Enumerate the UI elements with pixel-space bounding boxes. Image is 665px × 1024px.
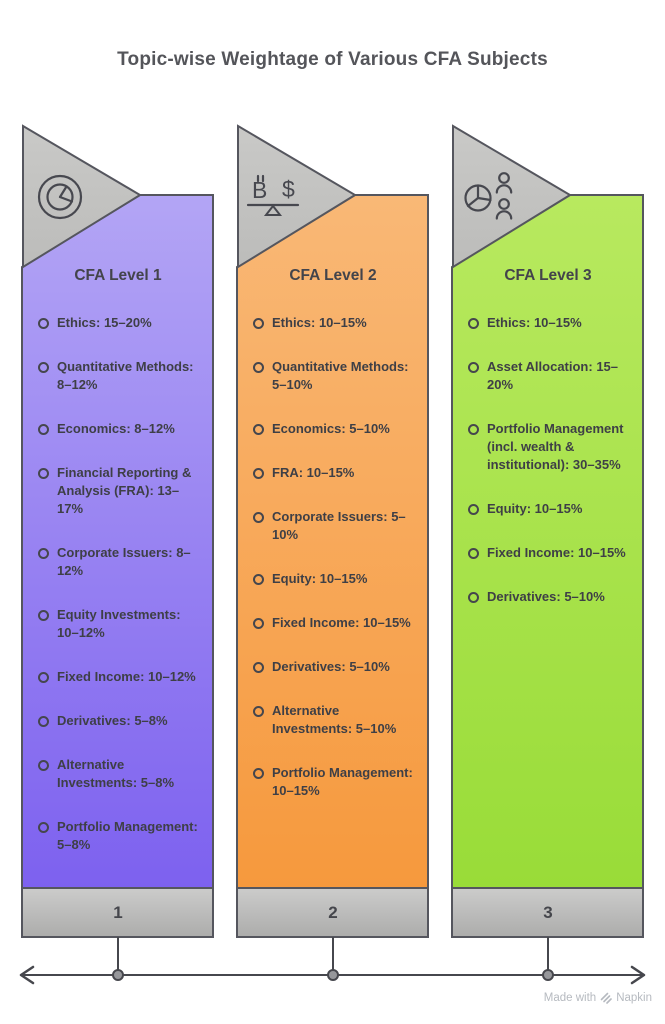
timeline-dot	[327, 969, 339, 981]
bullet-icon	[468, 592, 479, 603]
list-item: Financial Reporting & Analysis (FRA): 13…	[38, 464, 202, 518]
bullet-icon	[38, 822, 49, 833]
watermark: Made with Napkin	[544, 992, 652, 1004]
bullet-icon	[38, 760, 49, 771]
bullet-icon	[468, 504, 479, 515]
bullet-icon	[38, 672, 49, 683]
list-item: Derivatives: 5–8%	[38, 712, 202, 730]
list-item: Asset Allocation: 15–20%	[468, 358, 632, 394]
list-item: Equity: 10–15%	[253, 570, 417, 588]
bullet-icon	[38, 548, 49, 559]
bullet-icon	[468, 424, 479, 435]
list-item: Corporate Issuers: 5–10%	[253, 508, 417, 544]
bullet-icon	[38, 716, 49, 727]
watermark-brand: Napkin	[616, 992, 652, 1004]
list-item: FRA: 10–15%	[253, 464, 417, 482]
list-item: Economics: 8–12%	[38, 420, 202, 438]
column-3-shape	[451, 124, 644, 938]
column-2-shape: B $	[236, 124, 429, 938]
bullet-icon	[38, 318, 49, 329]
list-item: Ethics: 10–15%	[468, 314, 632, 332]
list-item: Quantitative Methods: 8–12%	[38, 358, 202, 394]
list-item: Derivatives: 5–10%	[253, 658, 417, 676]
list-item: Derivatives: 5–10%	[468, 588, 632, 606]
bullet-icon	[38, 468, 49, 479]
column-1-topic-list: Ethics: 15–20% Quantitative Methods: 8–1…	[38, 314, 202, 880]
bullet-icon	[253, 424, 264, 435]
bullet-icon	[38, 610, 49, 621]
label-bar-shape	[236, 887, 429, 938]
bullet-icon	[253, 768, 264, 779]
bullet-icon	[253, 574, 264, 585]
cfa-level-3-column: CFA Level 3 Ethics: 10–15% Asset Allocat…	[451, 124, 644, 938]
svg-text:B: B	[252, 177, 267, 203]
list-item: Fixed Income: 10–15%	[253, 614, 417, 632]
bullet-icon	[253, 618, 264, 629]
cfa-level-1-column: CFA Level 1 Ethics: 15–20% Quantitative …	[21, 124, 214, 938]
list-item: Alternative Investments: 5–10%	[253, 702, 417, 738]
bullet-icon	[253, 362, 264, 373]
column-2-topic-list: Ethics: 10–15% Quantitative Methods: 5–1…	[253, 314, 417, 826]
column-3-header: CFA Level 3	[504, 267, 592, 284]
page-title: Topic-wise Weightage of Various CFA Subj…	[117, 49, 548, 70]
flag-triangle	[452, 124, 572, 269]
list-item: Portfolio Management: 5–8%	[38, 818, 202, 854]
level-2-number: 2	[328, 903, 338, 922]
list-item: Equity: 10–15%	[468, 500, 632, 518]
label-bar-shape	[21, 887, 214, 938]
svg-text:$: $	[282, 176, 295, 202]
column-2-header: CFA Level 2	[289, 267, 377, 284]
pie-chart-icon	[37, 174, 83, 220]
list-item: Corporate Issuers: 8–12%	[38, 544, 202, 580]
right-arrowhead-icon	[630, 965, 646, 985]
column-1-shape	[21, 124, 214, 938]
flag-triangle	[237, 124, 357, 269]
bullet-icon	[253, 662, 264, 673]
napkin-logo-icon	[600, 992, 612, 1004]
list-item: Ethics: 15–20%	[38, 314, 202, 332]
cfa-level-2-column: B $ CFA Level 2 Ethics: 10–15% Quantitat…	[236, 124, 429, 938]
bullet-icon	[253, 318, 264, 329]
bullet-icon	[253, 706, 264, 717]
list-item: Equity Investments: 10–12%	[38, 606, 202, 642]
timeline-dot	[112, 969, 124, 981]
list-item: Portfolio Management (incl. wealth & ins…	[468, 420, 632, 474]
list-item: Fixed Income: 10–12%	[38, 668, 202, 686]
bullet-icon	[468, 548, 479, 559]
bullet-icon	[38, 362, 49, 373]
bullet-icon	[253, 468, 264, 479]
timeline-dot	[542, 969, 554, 981]
list-item: Fixed Income: 10–15%	[468, 544, 632, 562]
bullet-icon	[253, 512, 264, 523]
label-bar-shape	[451, 887, 644, 938]
list-item: Alternative Investments: 5–8%	[38, 756, 202, 792]
column-3-topic-list: Ethics: 10–15% Asset Allocation: 15–20% …	[468, 314, 632, 632]
column-1-header: CFA Level 1	[74, 267, 162, 284]
watermark-prefix: Made with	[543, 992, 597, 1004]
left-arrowhead-icon	[19, 965, 35, 985]
bullet-icon	[38, 424, 49, 435]
timeline-arrow	[19, 937, 646, 985]
level-3-number: 3	[543, 903, 553, 922]
currency-balance-icon: B $	[246, 174, 300, 216]
bullet-icon	[468, 362, 479, 373]
bullet-icon	[468, 318, 479, 329]
allocation-people-icon	[464, 172, 513, 220]
list-item: Economics: 5–10%	[253, 420, 417, 438]
list-item: Ethics: 10–15%	[253, 314, 417, 332]
list-item: Portfolio Management: 10–15%	[253, 764, 417, 800]
level-1-number: 1	[113, 903, 123, 922]
list-item: Quantitative Methods: 5–10%	[253, 358, 417, 394]
